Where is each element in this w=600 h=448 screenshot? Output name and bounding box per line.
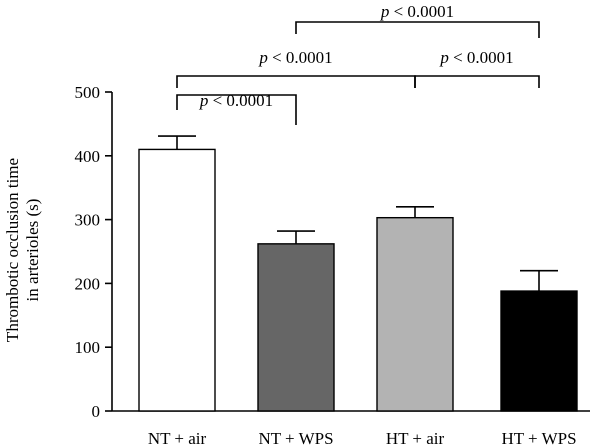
y-tick-label: 300 xyxy=(75,211,101,230)
bar-2 xyxy=(257,243,335,412)
bar-1 xyxy=(138,148,216,412)
x-tick-label: HT + air xyxy=(386,429,445,448)
significance-bracket xyxy=(176,75,416,88)
bars: NT + air NT + WPS HT + air HT + WPS xyxy=(138,135,578,448)
y-axis-label-line1: Thrombotic occlusion time xyxy=(3,158,22,342)
p-value-text: < 0.0001 xyxy=(268,48,333,67)
p-value-label: p < 0.0001 xyxy=(380,2,454,21)
bar-4 xyxy=(500,290,578,412)
p-value-text: < 0.0001 xyxy=(389,2,454,21)
y-tick-label: 100 xyxy=(75,338,101,357)
y-axis-label: Thrombotic occlusion time in arterioles … xyxy=(3,158,42,342)
p-symbol: p xyxy=(199,91,209,110)
y-axis-label-line2: in arterioles (s) xyxy=(23,199,42,302)
p-value-label: p < 0.0001 xyxy=(258,48,332,67)
p-value-label: p < 0.0001 xyxy=(199,91,273,110)
p-value-text: < 0.0001 xyxy=(449,48,514,67)
p-symbol: p xyxy=(380,2,390,21)
p-value-label: p < 0.0001 xyxy=(439,48,513,67)
y-tick-label: 400 xyxy=(75,147,101,166)
significance-bracket xyxy=(295,21,540,38)
p-symbol: p xyxy=(258,48,268,67)
x-tick-label: HT + WPS xyxy=(501,429,576,448)
significance-bracket xyxy=(176,94,297,125)
p-value-text: < 0.0001 xyxy=(208,91,273,110)
p-symbol: p xyxy=(439,48,449,67)
y-tick-label: 0 xyxy=(92,402,101,421)
x-tick-label: NT + air xyxy=(148,429,207,448)
y-tick-label: 500 xyxy=(75,83,101,102)
bar-3 xyxy=(376,216,454,412)
y-tick-label: 200 xyxy=(75,274,101,293)
significance-bracket xyxy=(414,75,540,88)
x-tick-label: NT + WPS xyxy=(258,429,333,448)
